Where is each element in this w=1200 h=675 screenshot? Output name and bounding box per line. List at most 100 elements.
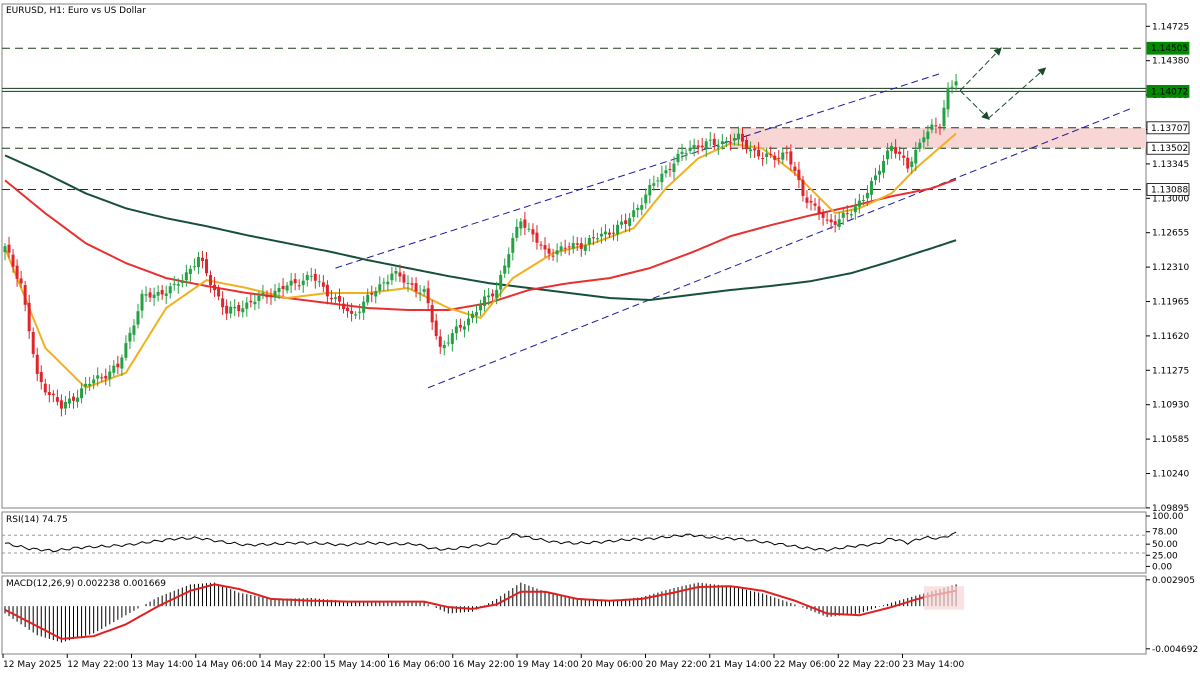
candle-body <box>878 170 882 175</box>
candle-body <box>894 147 898 154</box>
candle-body <box>736 133 740 140</box>
candle-body <box>708 139 712 141</box>
candle-body <box>688 147 692 151</box>
candle-body <box>116 363 120 368</box>
candle-body <box>172 283 176 285</box>
candle-body <box>503 265 507 274</box>
time-tick-label: 23 May 14:00 <box>903 660 965 670</box>
rsi-frame <box>1 511 1147 574</box>
level-price-label: 1.14505 <box>1151 44 1188 54</box>
candle-body <box>59 400 63 409</box>
candle-body <box>515 226 519 238</box>
candle-body <box>591 237 595 239</box>
price-tick-label: 1.13000 <box>1152 194 1189 204</box>
candle-body <box>841 213 845 218</box>
time-tick-label: 12 May 22:00 <box>67 660 129 670</box>
candle-body <box>51 393 55 396</box>
candle-body <box>76 397 80 402</box>
time-tick-label: 16 May 22:00 <box>453 660 515 670</box>
resistance-zone <box>730 127 1146 149</box>
candle-body <box>192 266 196 268</box>
candle-body <box>672 163 676 173</box>
candle-body <box>31 332 35 354</box>
candle-body <box>92 379 96 384</box>
candle-body <box>398 272 402 277</box>
candle-body <box>350 310 354 314</box>
candle-body <box>781 152 785 160</box>
candle-body <box>426 288 430 304</box>
candle-body <box>829 219 833 223</box>
candle-body <box>205 259 208 274</box>
candle-body <box>434 320 438 336</box>
candle-body <box>930 124 934 130</box>
candle-body <box>809 200 813 203</box>
candle-body <box>837 219 841 227</box>
level-price-box <box>1146 183 1190 196</box>
price-tick-label: 1.09895 <box>1152 504 1189 514</box>
candle-body <box>656 180 660 182</box>
candle-body <box>63 401 67 409</box>
price-tick-label: 1.13345 <box>1152 160 1189 170</box>
candle-body <box>712 138 716 146</box>
candle-body <box>849 214 853 216</box>
candle-body <box>233 306 237 309</box>
candle-body <box>358 311 362 313</box>
candle-body <box>507 254 511 268</box>
candle-body <box>539 244 543 246</box>
candle-body <box>575 243 579 245</box>
trend-channel <box>335 73 1134 389</box>
price-tick-label: 1.11965 <box>1152 298 1189 308</box>
candle-body <box>100 377 104 379</box>
candle-body <box>906 157 910 169</box>
candle-body <box>511 237 515 253</box>
candle-body <box>15 265 19 279</box>
candle-body <box>337 295 341 302</box>
chart-title: EURUSD, H1: Euro vs US Dollar <box>6 6 146 16</box>
candle-body <box>124 343 128 358</box>
candle-body <box>551 255 555 257</box>
candle-body <box>918 142 922 149</box>
candle-body <box>72 396 76 401</box>
rsi-title: RSI(14) 74.75 <box>6 515 68 525</box>
candle-body <box>664 170 668 174</box>
candle-body <box>914 149 918 164</box>
candle-body <box>732 138 736 141</box>
candle-body <box>188 268 192 274</box>
time-tick-label: 20 May 22:00 <box>646 660 708 670</box>
time-tick-label: 14 May 22:00 <box>260 660 322 670</box>
price-panel[interactable]: EURUSD, H1: Euro vs US Dollar <box>2 6 1146 417</box>
candle-body <box>853 205 857 213</box>
candle-body <box>354 314 358 316</box>
candle-body <box>253 301 257 305</box>
candle-body <box>547 248 551 254</box>
candle-body <box>281 285 285 290</box>
candle-body <box>313 273 317 281</box>
time-tick-label: 16 May 06:00 <box>389 660 451 670</box>
macd-signal-line <box>4 583 957 640</box>
candle-body <box>466 318 470 326</box>
candle-body <box>640 205 644 210</box>
candle-body <box>555 250 559 255</box>
candle-body <box>583 245 587 251</box>
time-tick-label: 22 May 06:00 <box>774 660 836 670</box>
channel-line-0 <box>335 73 941 269</box>
candle-body <box>616 224 620 235</box>
candle-body <box>346 307 350 312</box>
candle-body <box>47 392 51 395</box>
candle-body <box>342 303 346 309</box>
candle-body <box>184 272 188 281</box>
macd-panel[interactable]: MACD(12,26,9) 0.002238 0.001669 0.002905… <box>4 576 1198 655</box>
candle-body <box>366 294 370 303</box>
candle-body <box>200 257 204 261</box>
candle-body <box>559 246 563 251</box>
candle-body <box>221 298 225 308</box>
candle-body <box>579 243 583 249</box>
candle-body <box>156 291 160 296</box>
candle-body <box>797 169 801 181</box>
candle-body <box>595 238 599 240</box>
candle-body <box>902 155 906 158</box>
candle-body <box>857 200 861 207</box>
candle-body <box>612 232 616 234</box>
